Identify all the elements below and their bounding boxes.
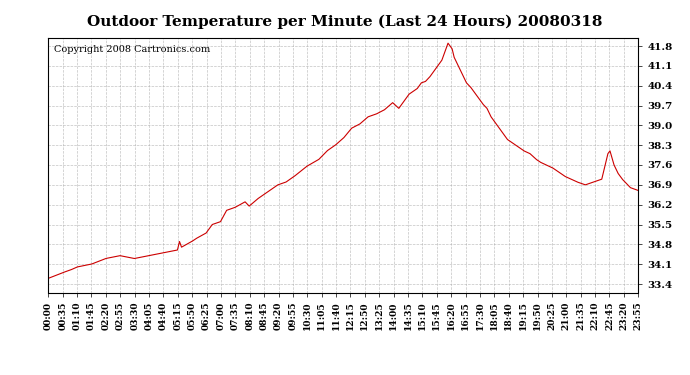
Text: Outdoor Temperature per Minute (Last 24 Hours) 20080318: Outdoor Temperature per Minute (Last 24 … <box>87 15 603 29</box>
Text: Copyright 2008 Cartronics.com: Copyright 2008 Cartronics.com <box>55 45 210 54</box>
